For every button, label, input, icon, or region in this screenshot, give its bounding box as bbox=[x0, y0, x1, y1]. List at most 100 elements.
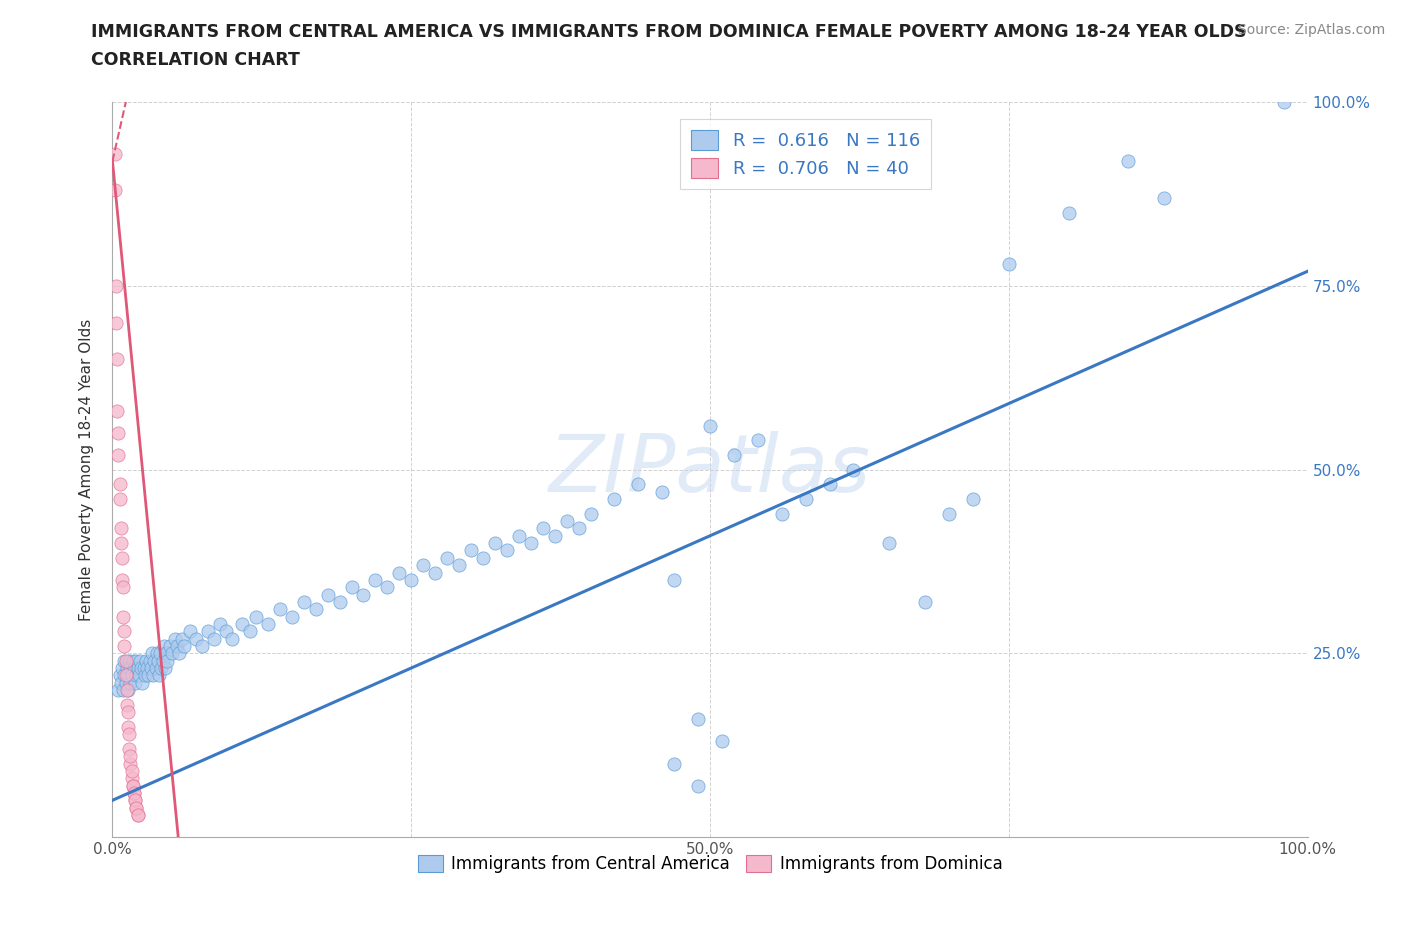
Point bbox=[121, 778, 143, 793]
Point bbox=[120, 675, 142, 690]
Point bbox=[111, 551, 134, 565]
Point bbox=[138, 668, 160, 683]
Text: ZIPatlas: ZIPatlas bbox=[548, 431, 872, 509]
Point bbox=[425, 565, 447, 580]
Point bbox=[163, 631, 186, 646]
Point bbox=[131, 675, 153, 690]
Point bbox=[292, 594, 315, 609]
Y-axis label: Female Poverty Among 18-24 Year Olds: Female Poverty Among 18-24 Year Olds bbox=[79, 318, 94, 621]
Point bbox=[118, 653, 141, 668]
Point bbox=[114, 675, 136, 690]
Point bbox=[723, 447, 745, 462]
Point bbox=[122, 786, 145, 801]
Point bbox=[115, 698, 138, 712]
Point bbox=[135, 653, 157, 668]
Point bbox=[699, 418, 721, 433]
Text: CORRELATION CHART: CORRELATION CHART bbox=[91, 51, 301, 69]
Point bbox=[651, 485, 673, 499]
Point bbox=[1272, 95, 1295, 110]
Point bbox=[121, 771, 143, 786]
Point bbox=[531, 521, 554, 536]
Point bbox=[364, 573, 387, 588]
Point bbox=[114, 653, 136, 668]
Point bbox=[169, 646, 191, 661]
Point bbox=[120, 749, 142, 764]
Point bbox=[153, 660, 176, 675]
Point bbox=[305, 602, 328, 617]
Point bbox=[938, 506, 960, 521]
Point bbox=[110, 675, 132, 690]
Point bbox=[257, 617, 280, 631]
Point bbox=[173, 639, 195, 654]
Point bbox=[352, 587, 374, 602]
Point bbox=[998, 257, 1021, 272]
Point bbox=[555, 513, 578, 528]
Point bbox=[114, 624, 135, 639]
Point bbox=[842, 462, 865, 477]
Point bbox=[1057, 206, 1080, 220]
Point bbox=[447, 558, 470, 573]
Point bbox=[111, 573, 134, 588]
Point bbox=[104, 183, 127, 198]
Point bbox=[134, 668, 156, 683]
Point bbox=[132, 660, 155, 675]
Point bbox=[231, 617, 253, 631]
Point bbox=[484, 536, 506, 551]
Point bbox=[125, 668, 148, 683]
Point bbox=[245, 609, 267, 624]
Point bbox=[239, 624, 262, 639]
Point bbox=[150, 660, 173, 675]
Point bbox=[818, 477, 841, 492]
Point bbox=[209, 617, 232, 631]
Point bbox=[142, 668, 165, 683]
Point bbox=[436, 551, 458, 565]
Point bbox=[520, 536, 543, 551]
Point bbox=[125, 800, 148, 815]
Point bbox=[197, 624, 219, 639]
Point bbox=[914, 594, 936, 609]
Point bbox=[124, 675, 146, 690]
Point bbox=[215, 624, 238, 639]
Point bbox=[112, 579, 135, 594]
Point bbox=[111, 660, 134, 675]
Point bbox=[568, 521, 591, 536]
Point bbox=[122, 786, 145, 801]
Point bbox=[179, 624, 201, 639]
Point bbox=[170, 631, 193, 646]
Point bbox=[107, 447, 129, 462]
Point bbox=[747, 432, 769, 447]
Point bbox=[879, 536, 901, 551]
Point bbox=[472, 551, 495, 565]
Point bbox=[129, 660, 152, 675]
Point bbox=[128, 668, 150, 683]
Point bbox=[141, 646, 163, 661]
Text: Source: ZipAtlas.com: Source: ZipAtlas.com bbox=[1237, 23, 1385, 37]
Point bbox=[340, 579, 363, 594]
Point bbox=[114, 668, 135, 683]
Point bbox=[664, 573, 686, 588]
Text: IMMIGRANTS FROM CENTRAL AMERICA VS IMMIGRANTS FROM DOMINICA FEMALE POVERTY AMONG: IMMIGRANTS FROM CENTRAL AMERICA VS IMMIG… bbox=[91, 23, 1247, 41]
Point bbox=[121, 764, 143, 778]
Point bbox=[105, 404, 128, 418]
Point bbox=[110, 521, 132, 536]
Point bbox=[508, 528, 530, 543]
Point bbox=[139, 660, 162, 675]
Point bbox=[149, 646, 172, 661]
Point bbox=[108, 668, 131, 683]
Point bbox=[388, 565, 411, 580]
Point bbox=[120, 660, 142, 675]
Point bbox=[118, 741, 141, 756]
Point bbox=[153, 639, 176, 654]
Point bbox=[122, 660, 145, 675]
Point bbox=[105, 315, 128, 330]
Point bbox=[117, 720, 139, 735]
Point bbox=[124, 792, 146, 807]
Point bbox=[136, 660, 159, 675]
Point bbox=[159, 639, 181, 654]
Point bbox=[579, 506, 602, 521]
Point bbox=[711, 734, 734, 749]
Point bbox=[269, 602, 291, 617]
Point bbox=[770, 506, 793, 521]
Point bbox=[121, 778, 143, 793]
Point bbox=[121, 668, 143, 683]
